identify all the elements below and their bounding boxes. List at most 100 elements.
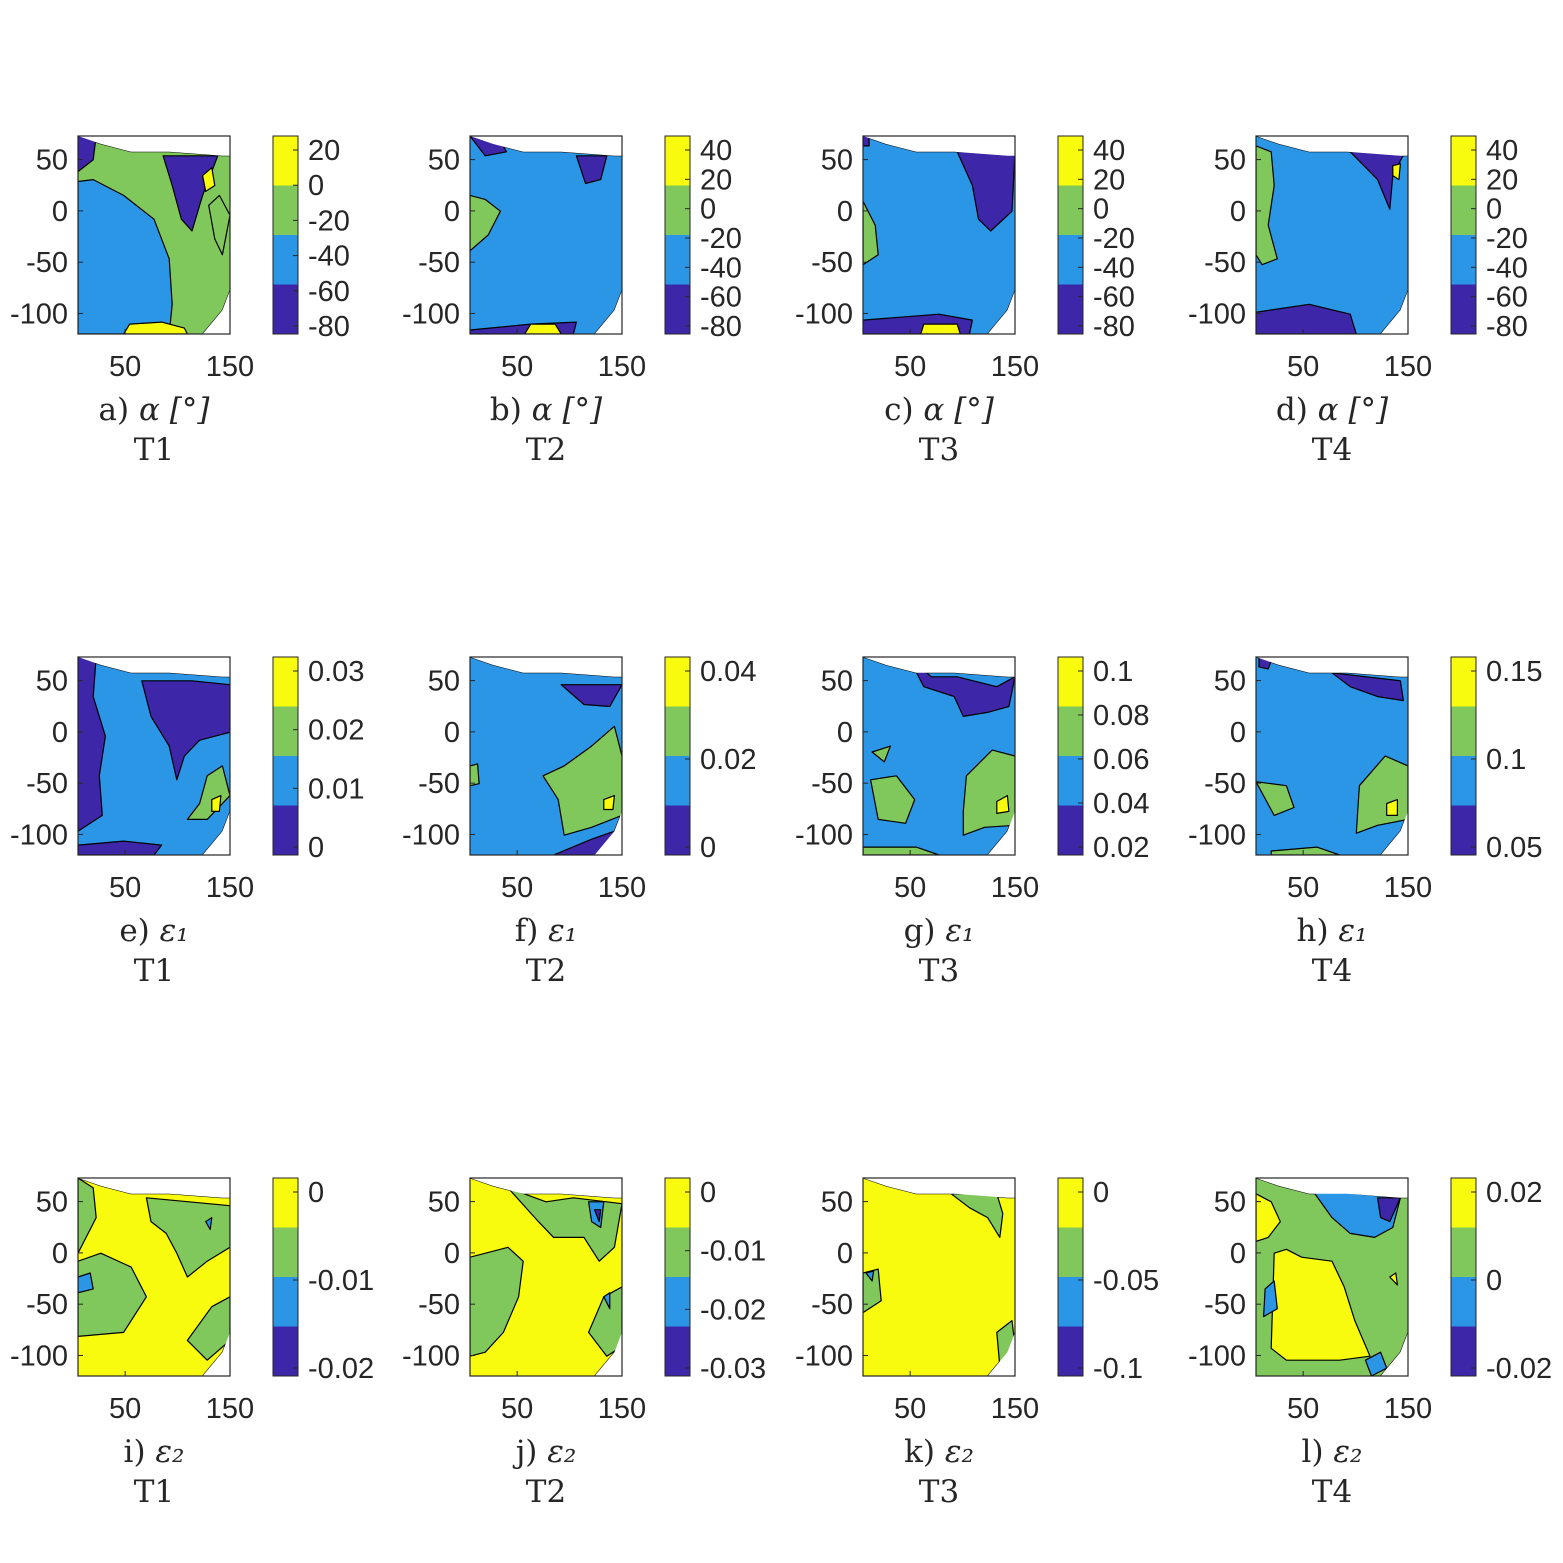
x-tick-label: 50 bbox=[1287, 351, 1319, 383]
panel-i: 50 0 -50 -100 50 150 0 -0.01 -0.02 i) ε₂ T1 bbox=[10, 1177, 374, 1510]
y-tick-label: -100 bbox=[1188, 298, 1246, 330]
colorbar-swatch bbox=[1451, 706, 1476, 756]
masked-area bbox=[863, 1332, 1015, 1376]
colorbar-frame bbox=[664, 1177, 691, 1377]
colorbar-swatch bbox=[665, 284, 690, 334]
y-tick-label: 50 bbox=[821, 1187, 853, 1219]
colorbar-tick-label: 40 bbox=[700, 135, 732, 167]
colorbar-swatch bbox=[273, 1178, 298, 1228]
contour-region-4 bbox=[524, 323, 562, 334]
colorbar-frame bbox=[272, 135, 299, 335]
y-tick-label: -100 bbox=[10, 298, 68, 330]
colorbar-swatch bbox=[1058, 284, 1083, 334]
colorbar-frame bbox=[272, 656, 299, 856]
contour-field-f bbox=[470, 657, 622, 855]
colorbar-tick-label: 20 bbox=[1093, 164, 1125, 196]
colorbar-swatch bbox=[665, 1227, 690, 1277]
plot-frame bbox=[77, 135, 231, 335]
panel-case-label: T1 bbox=[134, 432, 174, 468]
colorbar-swatch bbox=[1058, 136, 1083, 186]
x-tick-label: 150 bbox=[206, 1393, 254, 1425]
colorbar-swatch bbox=[1058, 1326, 1083, 1376]
colorbar-tick-label: -0.02 bbox=[308, 1353, 374, 1385]
panel-h: 50 0 -50 -100 50 150 0.15 0.1 0.05 h) ε₁ T4 bbox=[1188, 656, 1543, 989]
masked-area bbox=[470, 657, 622, 677]
colorbar-swatch bbox=[1451, 657, 1476, 707]
panel-case-label: T3 bbox=[919, 953, 959, 989]
y-tick-label: -50 bbox=[418, 1289, 460, 1321]
colorbar-frame bbox=[1057, 135, 1084, 335]
colorbar-tick-label: -20 bbox=[308, 205, 350, 237]
colorbar-swatch bbox=[273, 657, 298, 707]
panel-case-label: T2 bbox=[526, 432, 566, 468]
colorbar-tick-label: 0.1 bbox=[1486, 744, 1526, 776]
contour-region-6 bbox=[1389, 1272, 1399, 1286]
y-tick-label: -100 bbox=[1188, 1340, 1246, 1372]
x-tick-label: 150 bbox=[991, 872, 1039, 904]
colorbar-tick-label: -0.03 bbox=[700, 1353, 766, 1385]
y-tick-label: 0 bbox=[52, 196, 68, 228]
colorbar-swatch bbox=[273, 756, 298, 806]
colorbar-a: 200-20 -40-60-80 bbox=[272, 135, 350, 343]
panel-quantity: α [°] bbox=[1318, 392, 1389, 428]
y-tick-label: 50 bbox=[1214, 1187, 1246, 1219]
contour-region-3 bbox=[1392, 163, 1402, 181]
colorbar-tick-label: -80 bbox=[700, 311, 742, 343]
y-tick-label: 0 bbox=[1230, 1238, 1246, 1270]
colorbar-tick-label: 0.08 bbox=[1093, 700, 1149, 732]
y-tick-label: -50 bbox=[418, 768, 460, 800]
y-tick-label: 0 bbox=[837, 196, 853, 228]
contour-field-i bbox=[78, 1178, 230, 1376]
colorbar-tick-label: 0.04 bbox=[1093, 788, 1149, 820]
colorbar-swatch bbox=[1058, 185, 1083, 235]
y-tick-label: -50 bbox=[26, 247, 68, 279]
panel-caption: f) ε₁ bbox=[515, 913, 577, 949]
colorbar-swatch bbox=[1058, 805, 1083, 855]
contour-region-1 bbox=[145, 1197, 230, 1278]
contour-region-5 bbox=[1364, 1351, 1388, 1376]
colorbar-tick-label: 0 bbox=[308, 1177, 324, 1209]
panel-letter: b) bbox=[490, 392, 532, 428]
panel-case-label: T3 bbox=[919, 1474, 959, 1510]
colorbar-swatch bbox=[1451, 1326, 1476, 1376]
panel-caption: d) α [°] bbox=[1276, 392, 1389, 428]
panel-case-label: T2 bbox=[526, 1474, 566, 1510]
colorbar-tick-label: -60 bbox=[308, 276, 350, 308]
contour-region-4 bbox=[863, 846, 940, 855]
y-tick-label: -50 bbox=[26, 768, 68, 800]
plot-frame bbox=[469, 135, 623, 335]
contour-region-0 bbox=[470, 194, 501, 252]
colorbar-frame bbox=[664, 656, 691, 856]
colorbar-tick-label: 0.02 bbox=[308, 715, 364, 747]
colorbar-tick-label: -40 bbox=[308, 241, 350, 273]
colorbar-swatch bbox=[1058, 1178, 1083, 1228]
contour-region-4 bbox=[587, 1286, 622, 1357]
x-tick-label: 50 bbox=[501, 351, 533, 383]
y-tick-label: 50 bbox=[428, 145, 460, 177]
x-tick-label: 150 bbox=[1384, 872, 1432, 904]
x-tick-label: 150 bbox=[598, 872, 646, 904]
panel-letter: a) bbox=[99, 392, 139, 428]
contour-field-c bbox=[863, 136, 1015, 334]
contour-region-0 bbox=[78, 657, 107, 832]
colorbar-frame bbox=[1450, 135, 1477, 335]
panel-caption: l) ε₂ bbox=[1302, 1434, 1363, 1470]
colorbar-swatch bbox=[665, 185, 690, 235]
masked-area bbox=[1256, 1178, 1408, 1198]
masked-area bbox=[78, 1178, 230, 1198]
panel-quantity: ε₁ bbox=[1338, 913, 1367, 949]
colorbar-tick-label: -60 bbox=[1486, 282, 1528, 314]
contour-field-l bbox=[1256, 1178, 1408, 1376]
y-tick-label: 50 bbox=[36, 1187, 68, 1219]
contour-region-0 bbox=[907, 657, 1015, 718]
y-tick-label: 50 bbox=[1214, 666, 1246, 698]
colorbar-tick-label: 0 bbox=[1486, 1265, 1502, 1297]
panel-e: 50 0 -50 -100 50 150 0.03 0.02 0.01 0 e) ε₁ T1 bbox=[10, 656, 365, 989]
plot-frame bbox=[469, 656, 623, 856]
x-tick-label: 50 bbox=[894, 351, 926, 383]
panel-caption: g) ε₁ bbox=[904, 913, 975, 949]
y-tick-label: 50 bbox=[428, 666, 460, 698]
contour-region-2 bbox=[920, 323, 961, 334]
